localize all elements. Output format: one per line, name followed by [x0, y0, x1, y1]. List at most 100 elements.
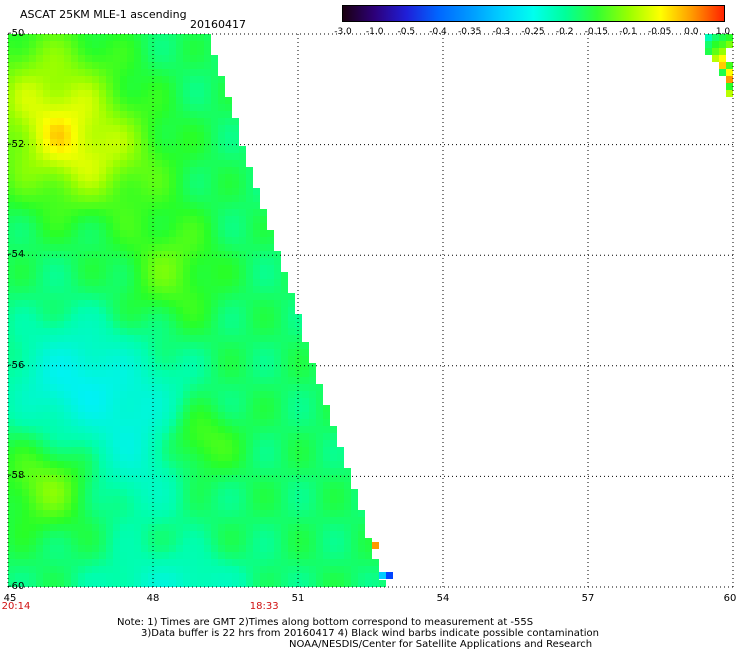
- data-cell: [127, 454, 134, 461]
- note-line-2: 3)Data buffer is 22 hrs from 20160417 4)…: [141, 628, 599, 639]
- data-cell: [127, 293, 134, 300]
- data-cell: [330, 454, 337, 461]
- data-cell: [239, 279, 246, 286]
- data-cell: [190, 335, 197, 342]
- data-cell: [323, 419, 330, 426]
- data-cell: [274, 356, 281, 363]
- data-cell: [281, 335, 288, 342]
- data-cell: [43, 55, 50, 62]
- data-cell: [57, 216, 64, 223]
- data-cell: [120, 433, 127, 440]
- data-cell: [225, 377, 232, 384]
- data-cell: [155, 195, 162, 202]
- data-cell: [190, 566, 197, 573]
- data-cell: [169, 517, 176, 524]
- data-cell: [64, 524, 71, 531]
- data-cell: [309, 517, 316, 524]
- data-cell: [120, 258, 127, 265]
- data-cell: [22, 489, 29, 496]
- data-cell: [141, 181, 148, 188]
- data-cell: [99, 384, 106, 391]
- data-cell: [43, 524, 50, 531]
- data-cell: [64, 97, 71, 104]
- data-cell: [71, 454, 78, 461]
- data-cell: [267, 356, 274, 363]
- data-cell: [15, 321, 22, 328]
- data-cell: [92, 307, 99, 314]
- data-cell: [260, 384, 267, 391]
- data-cell: [57, 286, 64, 293]
- data-cell: [281, 398, 288, 405]
- data-cell: [29, 447, 36, 454]
- data-cell: [204, 412, 211, 419]
- data-cell: [155, 153, 162, 160]
- data-cell: [43, 440, 50, 447]
- data-cell: [169, 391, 176, 398]
- data-cell: [176, 566, 183, 573]
- data-cell: [106, 244, 113, 251]
- data-cell: [148, 258, 155, 265]
- data-cell: [190, 524, 197, 531]
- colorbar-label: -0.1: [619, 27, 637, 37]
- data-cell: [204, 209, 211, 216]
- data-cell: [113, 447, 120, 454]
- data-cell: [323, 503, 330, 510]
- data-cell: [8, 41, 15, 48]
- data-cell: [169, 104, 176, 111]
- data-cell: [232, 307, 239, 314]
- data-cell: [260, 314, 267, 321]
- data-cell: [113, 125, 120, 132]
- data-cell: [155, 426, 162, 433]
- data-cell: [8, 398, 15, 405]
- data-cell: [197, 34, 204, 41]
- data-cell: [8, 342, 15, 349]
- data-cell: [85, 468, 92, 475]
- data-cell: [120, 517, 127, 524]
- data-cell: [8, 209, 15, 216]
- data-cell: [106, 132, 113, 139]
- data-cell: [204, 398, 211, 405]
- data-cell: [36, 34, 43, 41]
- data-cell: [92, 580, 99, 587]
- data-cell: [15, 328, 22, 335]
- data-cell: [169, 216, 176, 223]
- data-cell: [211, 272, 218, 279]
- data-cell: [22, 538, 29, 545]
- data-cell: [106, 475, 113, 482]
- data-cell: [106, 370, 113, 377]
- data-cell: [71, 475, 78, 482]
- data-cell: [78, 496, 85, 503]
- data-cell: [309, 580, 316, 587]
- data-cell: [281, 405, 288, 412]
- data-cell: [50, 454, 57, 461]
- data-cell: [148, 55, 155, 62]
- data-cell: [57, 447, 64, 454]
- data-cell: [43, 181, 50, 188]
- data-cell: [218, 314, 225, 321]
- data-cell: [155, 531, 162, 538]
- data-cell: [232, 244, 239, 251]
- data-cell: [85, 153, 92, 160]
- data-cell: [162, 559, 169, 566]
- data-cell: [15, 181, 22, 188]
- data-cell: [232, 489, 239, 496]
- data-cell: [15, 48, 22, 55]
- data-cell: [176, 41, 183, 48]
- data-cell: [99, 265, 106, 272]
- data-cell: [113, 132, 120, 139]
- data-cell: [36, 398, 43, 405]
- data-cell: [36, 454, 43, 461]
- data-cell: [43, 111, 50, 118]
- data-cell: [309, 531, 316, 538]
- data-cell: [183, 503, 190, 510]
- data-cell: [134, 363, 141, 370]
- data-cell: [288, 349, 295, 356]
- data-cell: [176, 153, 183, 160]
- data-cell: [64, 454, 71, 461]
- data-cell: [225, 356, 232, 363]
- data-cell: [57, 475, 64, 482]
- data-cell: [29, 412, 36, 419]
- data-cell: [169, 307, 176, 314]
- data-cell: [218, 265, 225, 272]
- data-cell: [57, 454, 64, 461]
